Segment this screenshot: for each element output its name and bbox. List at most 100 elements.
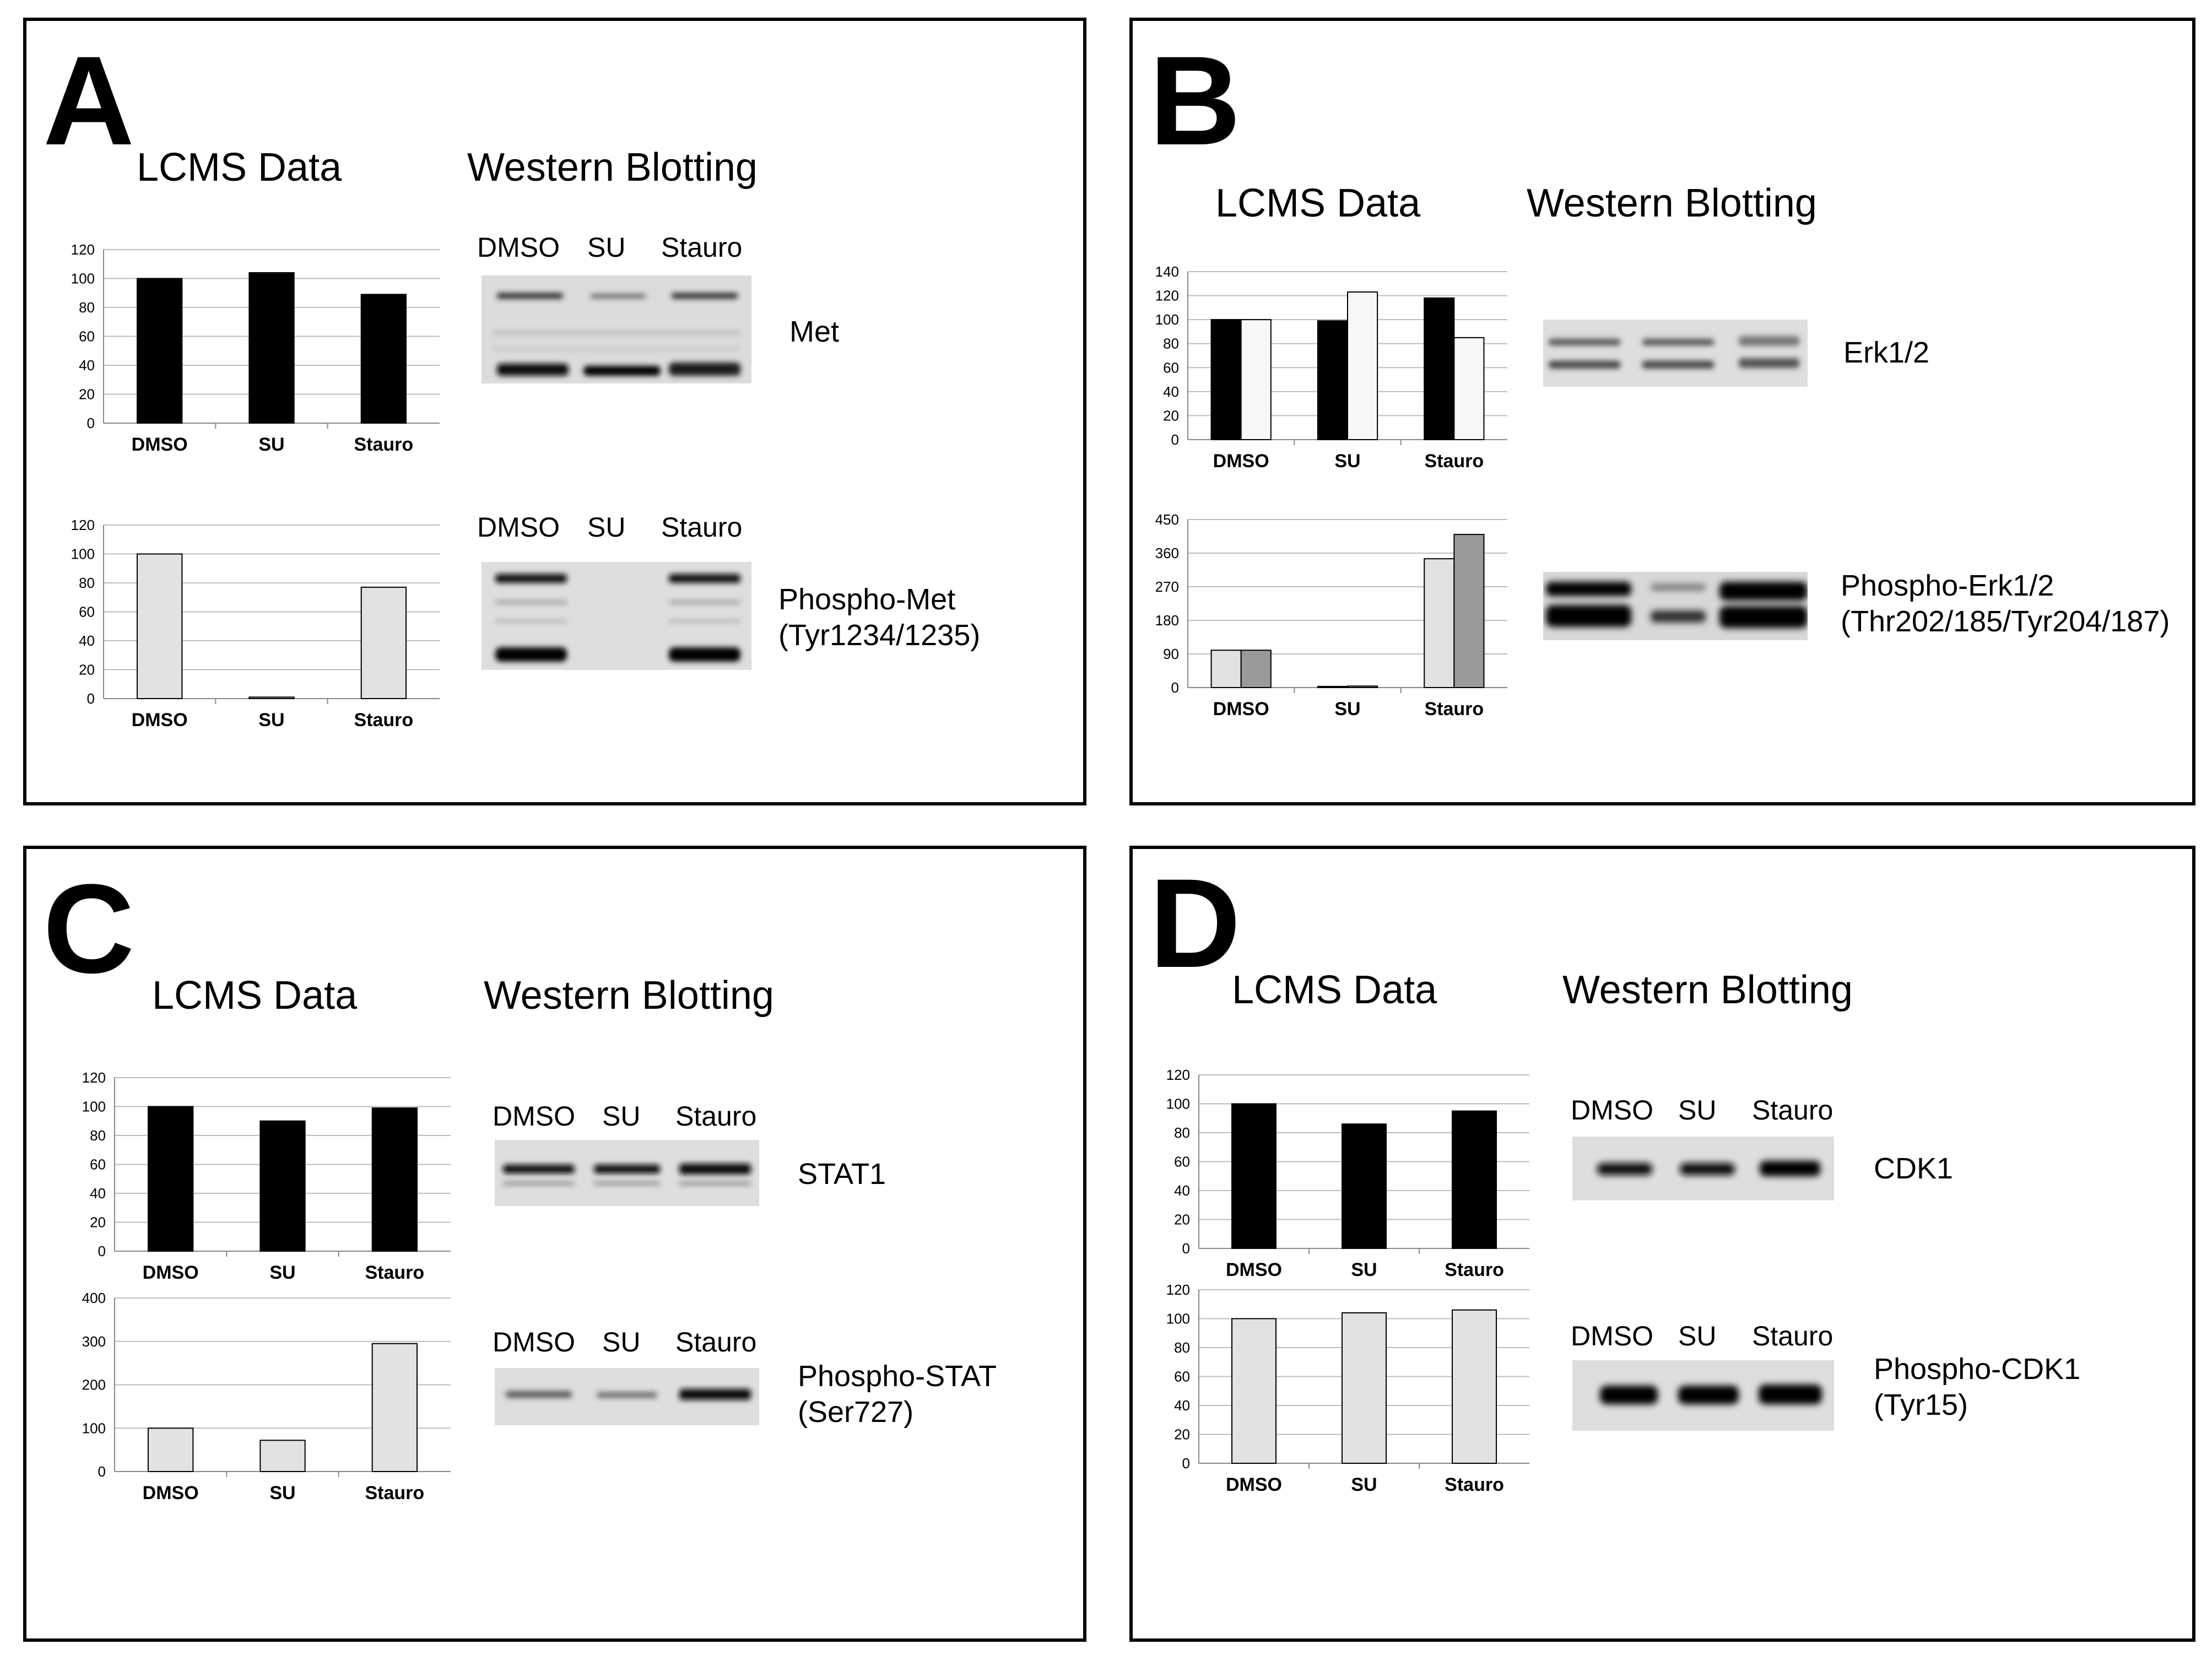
lcms-title: LCMS Data (1232, 968, 1437, 1012)
bar-dmso-phospho-erk2 (1240, 650, 1272, 689)
y-tick-label: 200 (82, 1377, 106, 1393)
y-tick-label: 60 (1174, 1154, 1190, 1170)
chart-b1: 0 20 40 60 80 100 120 140 DMSO SU Stauro (1155, 263, 1507, 472)
y-tick-label: 60 (90, 1156, 106, 1173)
panel-b: B LCMS Data Western Blotting 0 20 40 60 80 10… (1129, 18, 2195, 805)
y-tick-label: 20 (1174, 1426, 1190, 1443)
y-tick-label: 100 (1166, 1311, 1190, 1327)
y-tick-label: 140 (1155, 263, 1179, 280)
y-tick-label: 100 (1155, 311, 1179, 328)
y-tick-label: 300 (82, 1333, 106, 1350)
y-tick-label: 20 (79, 662, 95, 678)
protein-label: Phospho-CDK1 (Tyr15) (1874, 1351, 2080, 1423)
panel-c: C LCMS Data Western Blotting 0 20 40 60 80 10… (23, 846, 1086, 1642)
lane-label: SU (602, 1101, 641, 1132)
protein-label: Phospho-Met (Tyr1234/1235) (778, 582, 980, 653)
bar-stauro-erk2 (1453, 337, 1485, 440)
x-tick-label: Stauro (1424, 451, 1484, 472)
y-tick-label: 0 (1182, 1240, 1190, 1257)
lane-label: Stauro (661, 232, 743, 263)
lane-label: DMSO (1571, 1095, 1653, 1126)
bar-dmso-phospho-erk1 (1210, 650, 1242, 689)
western-title: Western Blotting (1562, 968, 1853, 1012)
lane-label: Stauro (675, 1327, 757, 1357)
lane-label: SU (1678, 1095, 1717, 1126)
protein-label-line2: (Tyr15) (1874, 1388, 1968, 1421)
y-tick-label: 0 (87, 415, 95, 431)
y-tick-label: 40 (1163, 383, 1179, 400)
y-tick-label: 120 (71, 241, 95, 258)
y-tick-label: 60 (1163, 359, 1179, 376)
bar-su-met (248, 272, 295, 424)
y-tick-label: 40 (90, 1185, 106, 1202)
y-tick-label: 60 (79, 604, 95, 620)
x-tick-label: SU (258, 434, 284, 455)
y-tick-label: 90 (1163, 646, 1179, 662)
lane-label: SU (587, 512, 626, 543)
chart-b2: 0 90 180 270 360 450 DMSO SU Stauro (1155, 511, 1507, 720)
protein-label-line2: (Tyr1234/1235) (778, 618, 981, 652)
y-tick-label: 80 (79, 299, 95, 316)
protein-label: CDK1 (1874, 1152, 1954, 1185)
bar-dmso-erk2 (1240, 319, 1272, 441)
x-tick-label: Stauro (354, 434, 413, 455)
panel-a: A LCMS Data Western Blotting 0 20 40 60 80 10… (23, 18, 1086, 805)
bar-su-phospho-erk2 (1347, 685, 1378, 688)
western-blot-phospho-erk (1543, 572, 1808, 640)
x-tick-label: DMSO (143, 1262, 199, 1283)
y-tick-label: 100 (82, 1099, 106, 1115)
x-tick-label: DMSO (1226, 1259, 1282, 1280)
bar-stauro-phospho-erk2 (1453, 534, 1485, 688)
y-tick-label: 120 (71, 517, 95, 533)
bar-dmso-stat1 (148, 1106, 194, 1252)
y-tick-label: 180 (1155, 612, 1179, 629)
x-tick-label: SU (258, 710, 284, 731)
bar-stauro-phospho-erk1 (1424, 558, 1455, 688)
protein-label: Phospho-STAT (Ser727) (798, 1359, 997, 1430)
bar-su-phospho-met (248, 696, 295, 699)
lcms-title: LCMS Data (137, 145, 342, 190)
bar-su-cdk1 (1342, 1123, 1387, 1249)
y-tick-label: 80 (1174, 1124, 1190, 1141)
y-tick-label: 120 (1155, 288, 1179, 304)
western-blot-met (482, 275, 751, 383)
y-tick-label: 20 (79, 386, 95, 403)
western-blot-stat1 (495, 1140, 759, 1206)
bar-dmso-phospho-met (137, 553, 183, 699)
protein-label-line1: Phospho-CDK1 (1874, 1353, 2081, 1386)
bar-stauro-erk1 (1424, 297, 1455, 441)
panel-letter: D (1149, 852, 1241, 994)
bar-stauro-stat1 (371, 1107, 418, 1252)
lane-label: DMSO (493, 1327, 575, 1357)
y-tick-label: 0 (1171, 431, 1179, 448)
y-tick-label: 20 (90, 1214, 106, 1231)
x-tick-label: Stauro (1424, 699, 1484, 720)
protein-label: Phospho-Erk1/2 (Thr202/185/Tyr204/187) (1841, 568, 2170, 640)
y-tick-label: 120 (1166, 1067, 1190, 1083)
y-tick-label: 0 (98, 1243, 106, 1259)
lane-label: DMSO (477, 512, 560, 543)
y-tick-label: 0 (1171, 679, 1179, 696)
protein-label-line1: Phospho-Erk1/2 (1841, 569, 2054, 602)
y-tick-label: 80 (79, 575, 95, 591)
panel-d: D LCMS Data Western Blotting 0 20 40 60 80 10… (1129, 846, 2195, 1642)
lane-label: Stauro (661, 512, 743, 543)
x-tick-label: Stauro (354, 710, 413, 731)
x-tick-label: DMSO (132, 710, 188, 731)
protein-label: STAT1 (798, 1158, 886, 1191)
y-tick-label: 20 (1163, 407, 1179, 424)
lane-label: Stauro (1752, 1321, 1834, 1351)
y-tick-label: 100 (71, 271, 95, 287)
x-tick-label: DMSO (132, 434, 188, 455)
y-tick-label: 120 (1166, 1281, 1190, 1298)
lcms-title: LCMS Data (1215, 181, 1421, 225)
bar-su-phospho-erk1 (1317, 685, 1349, 689)
bar-su-erk2 (1347, 291, 1378, 441)
lane-label: SU (587, 232, 626, 263)
x-tick-label: Stauro (1445, 1474, 1504, 1495)
x-tick-label: DMSO (143, 1483, 199, 1503)
chart-a2: 0 20 40 60 80 100 120 DMSO SU Stauro (71, 517, 440, 731)
protein-label-line1: Phospho-Met (778, 583, 956, 616)
y-tick-label: 20 (1174, 1211, 1190, 1228)
chart-a1: 0 20 40 60 80 100 120 DMSO SU Stauro (71, 241, 440, 455)
